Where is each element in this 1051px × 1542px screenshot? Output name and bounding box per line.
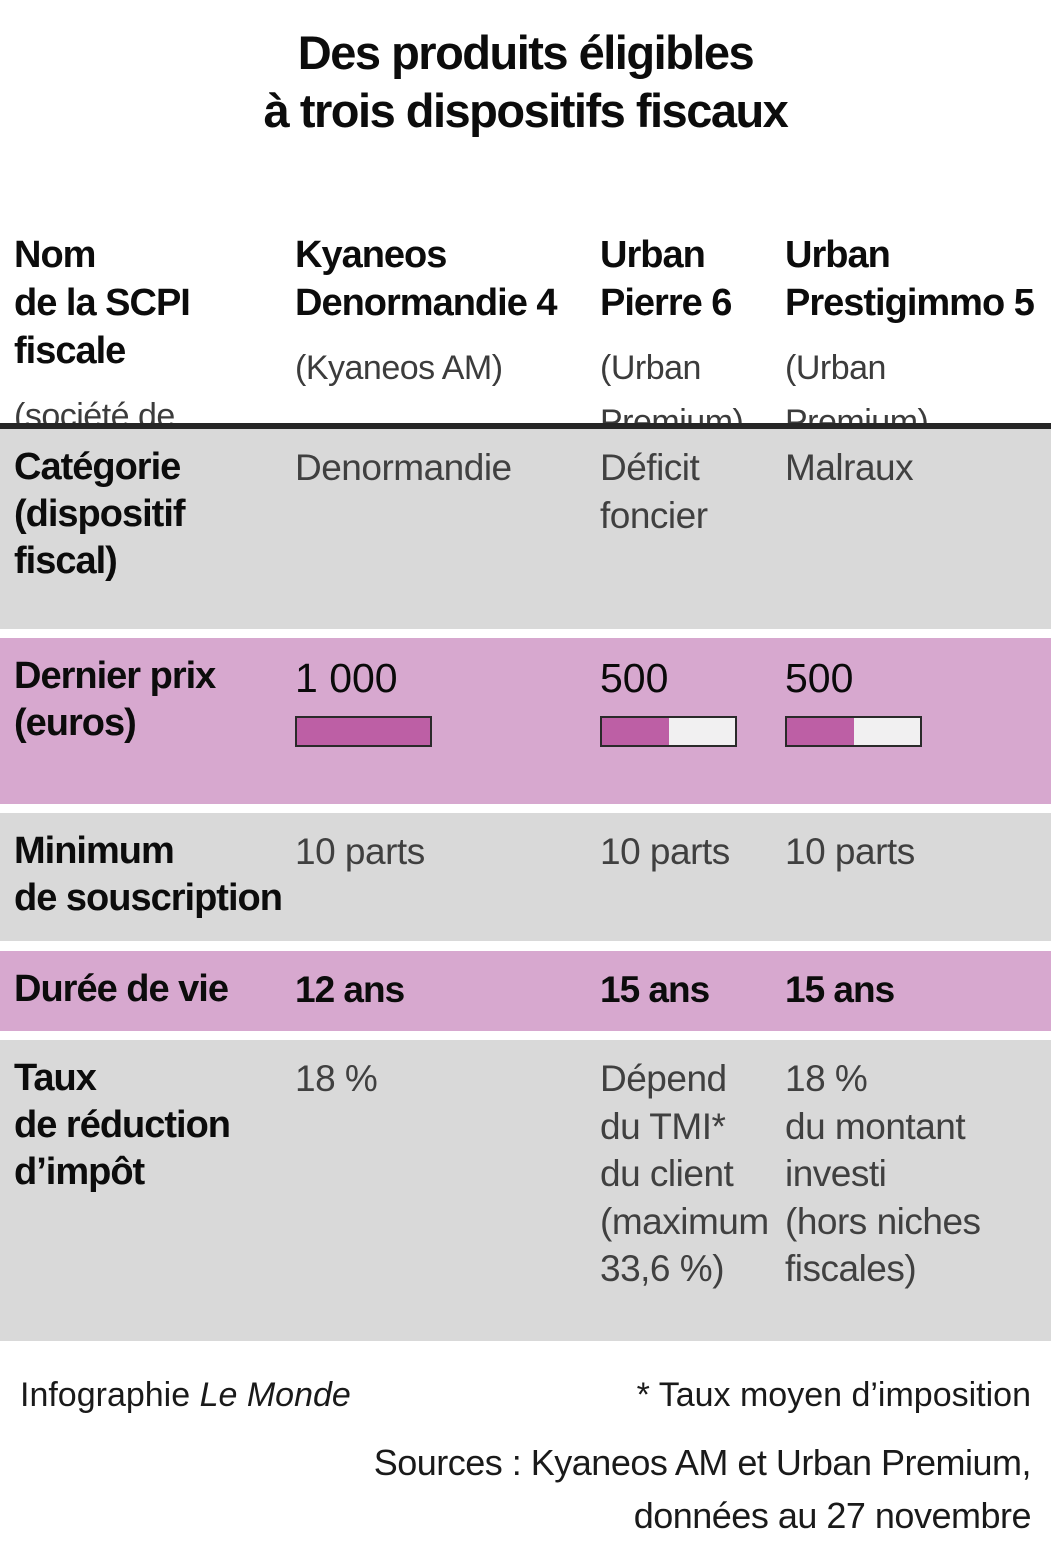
price-value: 500 (785, 655, 854, 701)
cell-prix-kyaneos: 1 000 (295, 638, 600, 804)
column-manager: (Kyaneos AM) (295, 349, 503, 387)
column-header-kyaneos-denormandie-4: Kyaneos Denormandie 4 (Kyaneos AM) (295, 216, 600, 497)
row-label: Taux de réduction d’impôt (14, 1057, 231, 1193)
price-bar (600, 716, 737, 747)
table-row-categorie: Catégorie (dispositif fiscal) Denormandi… (0, 423, 1051, 629)
price-bar-fill (297, 718, 430, 745)
page-title: Des produits éligibles à trois dispositi… (263, 26, 789, 137)
column-name: Urban Prestigimmo 5 (785, 234, 1035, 324)
cell-minimum-kyaneos: 10 parts (295, 831, 425, 872)
footnote-asterisk: * Taux moyen d’imposition (636, 1376, 1031, 1414)
price-bar-fill (602, 718, 669, 745)
table-row-taux-reduction: Taux de réduction d’impôt 18 % Dépend du… (0, 1040, 1051, 1341)
table-row-dernier-prix: Dernier prix (euros) 1 000 500 500 (0, 638, 1051, 804)
cell-duree-kyaneos: 12 ans (295, 969, 405, 1010)
header-row-label-bold: Nom de la SCPI fiscale (14, 234, 191, 372)
price-value: 500 (600, 655, 669, 701)
cell-prix-urban-pierre: 500 (600, 638, 785, 804)
credit-brand: Le Monde (199, 1376, 351, 1414)
row-label: Dernier prix (euros) (14, 655, 216, 744)
table-row-duree-de-vie: Durée de vie 12 ans 15 ans 15 ans (0, 951, 1051, 1031)
sources-line: Sources : Kyaneos AM et Urban Premium, d… (373, 1442, 1032, 1536)
cell-taux-urban-pierre: Dépend du TMI* du client (maximum 33,6 %… (600, 1058, 769, 1289)
row-label: Minimum de souscription (14, 830, 283, 919)
footer: Infographie Le Monde * Taux moyen d’impo… (0, 1372, 1051, 1418)
price-bar (295, 716, 432, 747)
cell-duree-urban-pierre: 15 ans (600, 969, 710, 1010)
cell-duree-urban-prestigimmo: 15 ans (785, 969, 895, 1010)
cell-categorie-kyaneos: Denormandie (295, 447, 512, 488)
row-label: Catégorie (dispositif fiscal) (14, 446, 186, 582)
credit-line: Infographie Le Monde (20, 1372, 351, 1418)
cell-categorie-urban-prestigimmo: Malraux (785, 447, 914, 488)
cell-minimum-urban-prestigimmo: 10 parts (785, 831, 915, 872)
price-bar-fill (787, 718, 854, 745)
column-name: Urban Pierre 6 (600, 234, 732, 324)
cell-prix-urban-prestigimmo: 500 (785, 638, 1051, 804)
cell-taux-urban-prestigimmo: 18 % du montant investi (hors niches fis… (785, 1058, 981, 1289)
credit-prefix: Infographie (20, 1376, 200, 1414)
table-row-minimum-souscription: Minimum de souscription 10 parts 10 part… (0, 813, 1051, 941)
column-name: Kyaneos Denormandie 4 (295, 234, 558, 324)
cell-taux-kyaneos: 18 % (295, 1058, 378, 1099)
row-label: Durée de vie (14, 968, 229, 1010)
cell-minimum-urban-pierre: 10 parts (600, 831, 730, 872)
price-bar (785, 716, 922, 747)
cell-categorie-urban-pierre: Déficit foncier (600, 447, 708, 536)
price-value: 1 000 (295, 655, 398, 701)
